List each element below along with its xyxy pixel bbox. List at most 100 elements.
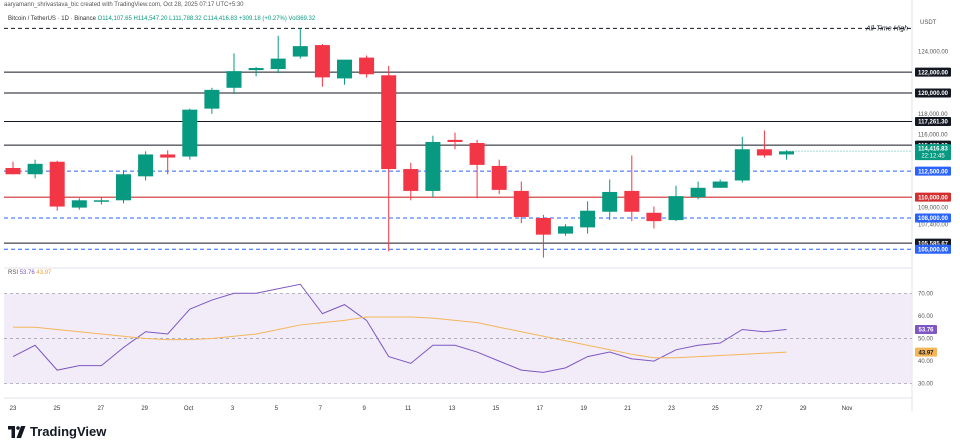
time-tick-label: 13 [449, 406, 456, 412]
time-tick-label: 29 [800, 406, 807, 412]
time-tick-label: 3 [231, 406, 235, 412]
candle-body [690, 187, 706, 198]
candle-body [49, 161, 65, 207]
candle-body [381, 75, 397, 170]
candle-body [513, 190, 529, 217]
candle-body [5, 168, 21, 175]
level-price-badge [915, 117, 951, 127]
rsi-title: RSI [8, 270, 19, 276]
candle-body [314, 45, 330, 78]
level-price-label: 122,000.00 [918, 70, 949, 76]
candle-body [535, 218, 551, 235]
price-tick-label: 118,000.00 [918, 112, 948, 118]
level-price-label: 117,261.30 [918, 120, 948, 126]
level-price-label: 105,585.67 [918, 241, 949, 247]
time-tick-label: 19 [580, 406, 587, 412]
candle-body [27, 163, 43, 175]
time-tick-label: Oct [184, 406, 194, 412]
time-tick-label: 29 [141, 406, 148, 412]
rsi-value-badge [915, 324, 937, 334]
countdown-label: 22:12:45 [921, 154, 945, 160]
rsi-tick-label: 40.00 [918, 359, 934, 365]
candle-body [93, 200, 109, 202]
candle-body [558, 226, 573, 234]
brand-name: TradingView [30, 424, 107, 439]
time-tick-label: 25 [712, 406, 719, 412]
time-tick-label: 9 [363, 406, 367, 412]
candle-body [624, 190, 640, 212]
tradingview-logo-icon [8, 425, 26, 438]
current-price-badge [915, 144, 951, 161]
price-tick-label: 116,000.00 [918, 133, 948, 139]
candle-body [116, 174, 131, 201]
time-tick-label: 23 [668, 406, 675, 412]
candle-body [292, 46, 308, 57]
tradingview-brand[interactable]: TradingView [8, 424, 106, 439]
candle-body [491, 165, 507, 190]
rsi-ma-line [13, 316, 787, 359]
candle-body [182, 109, 198, 157]
candle-body [668, 196, 684, 221]
rsi-tick-label: 60.00 [918, 314, 934, 320]
candle-body [270, 58, 286, 70]
rsi-ma-value: 43.97 [36, 270, 52, 276]
rsi-line [12, 283, 787, 373]
chart-credit: aaryamann_shrivastava_bic created with T… [4, 2, 244, 8]
symbol-info: Bitcoin / TetherUS · 1D · Binance O114,1… [8, 16, 315, 22]
time-tick-label: 27 [756, 406, 763, 412]
current-price-label: 114,416.83 [918, 147, 948, 153]
time-tick-label: 7 [319, 406, 323, 412]
time-tick-label: 17 [536, 406, 543, 412]
candle-body [138, 154, 154, 177]
level-price-label: 112,500.00 [918, 169, 948, 175]
candle-body [248, 68, 264, 71]
price-tick-label: 109,000.00 [918, 206, 949, 212]
candle-body [71, 200, 87, 208]
rsi-value-label: 43.97 [918, 350, 934, 356]
candle-body [580, 210, 596, 228]
price-tick-label: 124,000.00 [918, 49, 949, 55]
candle-body [779, 151, 794, 155]
rsi-tick-label: 30.00 [918, 382, 934, 388]
rsi-ma-value-badge [915, 347, 937, 357]
time-tick-label: 27 [97, 406, 104, 412]
level-price-label: 108,000.00 [918, 216, 949, 222]
candle-body [337, 59, 352, 79]
time-tick-label: 21 [624, 406, 631, 412]
candle-body [160, 154, 176, 158]
time-tick-label: Nov [842, 406, 853, 412]
candle-body [359, 57, 375, 75]
candle-body [425, 141, 441, 191]
level-price-label: 105,000.00 [918, 247, 949, 253]
candle-body [712, 181, 728, 188]
level-price-badge [915, 213, 951, 223]
candle-body [734, 149, 750, 181]
candle-body [646, 212, 662, 222]
rsi-value: 53.76 [19, 270, 35, 276]
rsi-tick-label: 50.00 [918, 337, 934, 343]
ath-label: All-Time High [865, 25, 908, 32]
candle-body [756, 149, 772, 156]
rsi-legend[interactable]: RSI 53.76 43.97 [8, 270, 51, 276]
symbol-name[interactable]: Bitcoin / TetherUS · 1D · Binance [8, 16, 96, 22]
level-price-label: 120,000.00 [918, 91, 949, 97]
rsi-band [4, 293, 912, 384]
price-tick-label: 107,400.00 [918, 222, 949, 228]
level-price-badge [915, 67, 951, 77]
level-price-badge [915, 192, 951, 202]
candle-body [226, 71, 242, 88]
time-tick-label: 25 [54, 406, 61, 412]
time-tick-label: 5 [275, 406, 279, 412]
level-price-badge [915, 244, 951, 254]
currency-label: USDT [920, 20, 937, 26]
level-price-label: 110,000.00 [918, 195, 948, 201]
time-tick-label: 11 [405, 406, 412, 412]
rsi-value-label: 53.76 [918, 328, 934, 334]
candle-body [204, 89, 220, 109]
candle-body [469, 143, 485, 165]
candle-body [403, 169, 419, 191]
rsi-tick-label: 70.00 [918, 291, 934, 297]
time-tick-label: 15 [493, 406, 500, 412]
candle-body [447, 139, 463, 142]
